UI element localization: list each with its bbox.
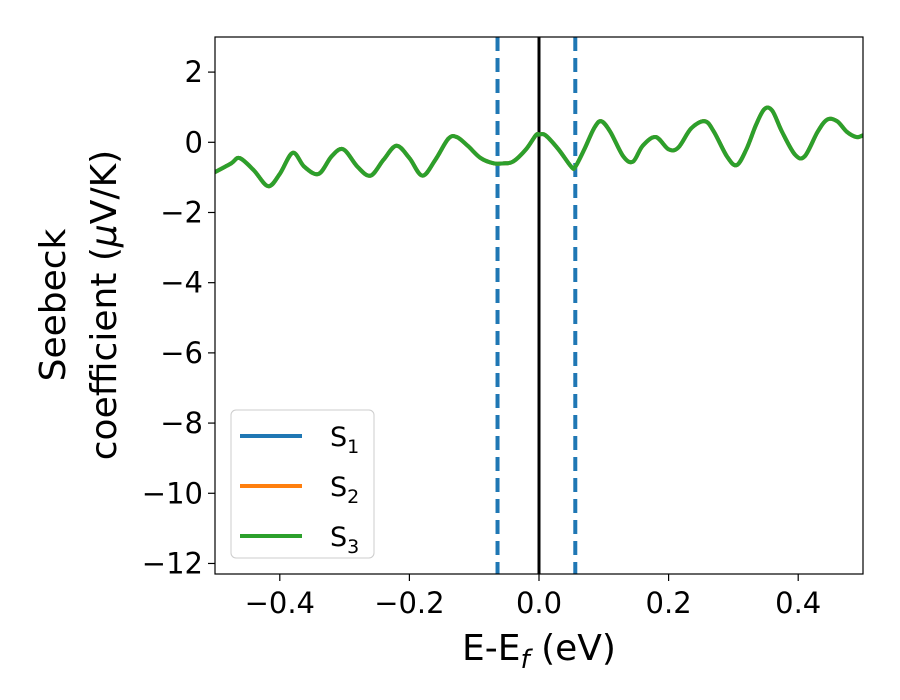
x-axis: −0.4 −0.2 0.0 0.2 0.4: [245, 574, 821, 620]
y-axis-title: Seebeck coefficient (μV/K): [33, 150, 125, 460]
series-layer: [215, 105, 863, 189]
vertical-reference-lines: [495, 37, 578, 574]
legend: S1 S2 S3: [230, 409, 375, 559]
series-line-s3: [215, 105, 863, 189]
x-axis-title: E-Ef (eV): [462, 628, 616, 675]
legend-label-s2: S2: [330, 472, 359, 508]
y-tick-label: 0: [185, 125, 203, 159]
y-tick-label: −8: [160, 406, 203, 440]
legend-label-s3: S3: [330, 522, 359, 558]
plot-area: [214, 36, 864, 575]
x-tick-label: 0.4: [775, 586, 821, 620]
x-tick-label: −0.2: [374, 586, 444, 620]
y-tick-label: −2: [160, 195, 203, 229]
y-axis: 2 0 −2 −4 −6 −8 −10 −12: [142, 55, 215, 580]
y-tick-label: −12: [142, 546, 203, 580]
y-tick-label: −6: [160, 336, 203, 370]
y-tick-label: 2: [185, 55, 203, 89]
legend-box: [230, 409, 375, 559]
x-tick-label: −0.4: [245, 586, 315, 620]
x-tick-label: 0.0: [516, 586, 562, 620]
y-tick-label: −4: [160, 266, 203, 300]
legend-label-s1: S1: [330, 422, 359, 458]
y-tick-label: −10: [142, 476, 203, 510]
x-tick-label: 0.2: [646, 586, 692, 620]
